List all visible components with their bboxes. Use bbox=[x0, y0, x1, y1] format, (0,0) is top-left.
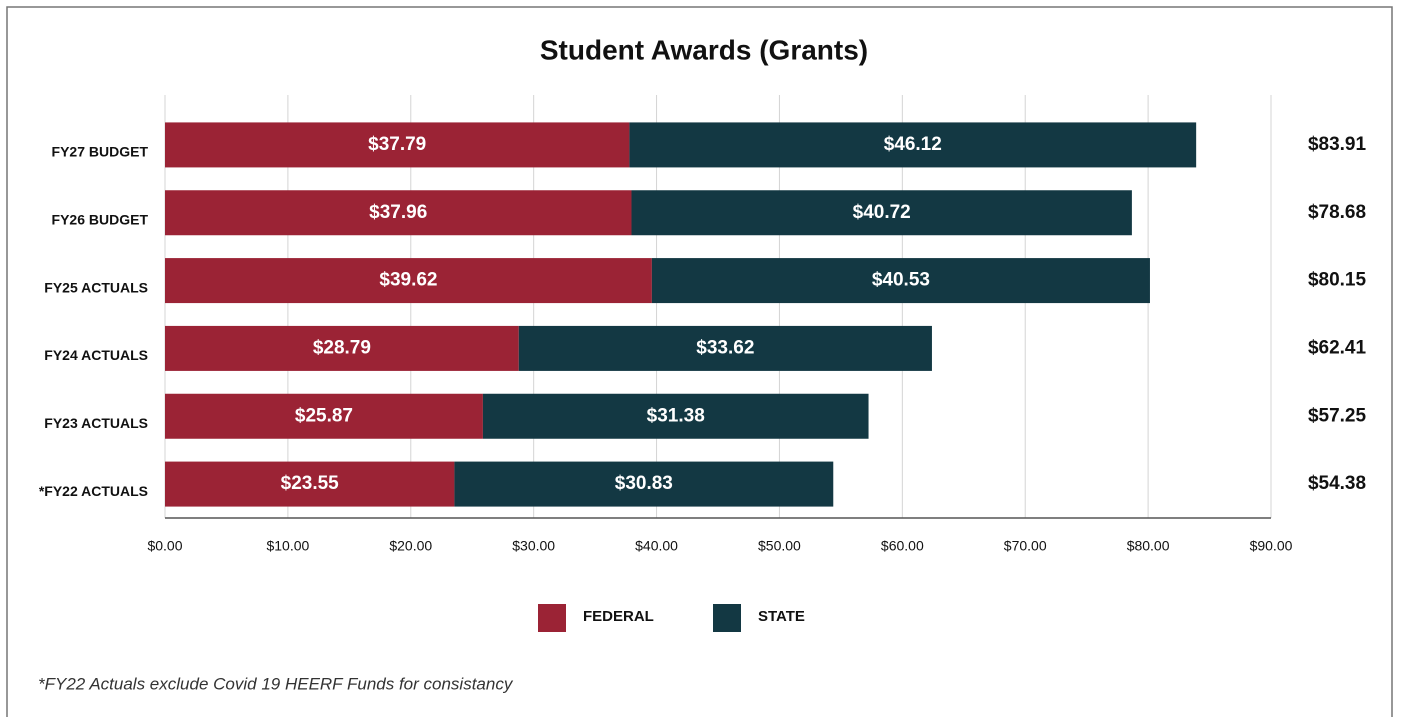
legend-label: FEDERAL bbox=[583, 608, 654, 625]
legend-label: STATE bbox=[758, 608, 805, 625]
x-tick-label: $60.00 bbox=[881, 538, 924, 554]
bar-segment bbox=[165, 393, 483, 439]
total-label: $62.41 bbox=[1308, 337, 1367, 358]
data-label: $25.87 bbox=[295, 405, 353, 426]
bar-segment bbox=[165, 258, 652, 304]
y-tick-label: FY24 ACTUALS bbox=[44, 347, 148, 363]
x-tick-label: $10.00 bbox=[266, 538, 309, 554]
bar-segment bbox=[651, 258, 1150, 304]
total-label: $54.38 bbox=[1308, 473, 1366, 494]
bar-segment bbox=[454, 461, 834, 507]
legend-swatch bbox=[713, 604, 741, 632]
y-tick-label: *FY22 ACTUALS bbox=[39, 483, 148, 499]
total-label: $80.15 bbox=[1308, 270, 1367, 291]
x-tick-label: $30.00 bbox=[512, 538, 555, 554]
data-label: $37.79 bbox=[368, 134, 426, 155]
total-label: $83.91 bbox=[1308, 134, 1367, 155]
x-tick-label: $0.00 bbox=[147, 538, 182, 554]
total-label: $78.68 bbox=[1308, 202, 1366, 223]
x-tick-label: $40.00 bbox=[635, 538, 678, 554]
x-tick-label: $20.00 bbox=[389, 538, 432, 554]
legend-swatch bbox=[538, 604, 566, 632]
x-tick-label: $80.00 bbox=[1127, 538, 1170, 554]
bar-segment bbox=[629, 122, 1197, 168]
data-label: $23.55 bbox=[281, 473, 340, 494]
y-tick-label: FY27 BUDGET bbox=[52, 144, 149, 160]
chart-title: Student Awards (Grants) bbox=[540, 34, 868, 65]
data-label: $31.38 bbox=[647, 405, 705, 426]
y-tick-label: FY26 BUDGET bbox=[52, 211, 149, 227]
bar-segment bbox=[482, 393, 869, 439]
data-label: $33.62 bbox=[696, 337, 754, 358]
data-label: $37.96 bbox=[369, 202, 427, 223]
y-tick-label: FY23 ACTUALS bbox=[44, 415, 148, 431]
footnote: *FY22 Actuals exclude Covid 19 HEERF Fun… bbox=[38, 674, 514, 693]
bar-segment bbox=[165, 122, 630, 168]
data-label: $40.72 bbox=[853, 202, 911, 223]
bar-segment bbox=[518, 325, 932, 371]
total-label: $57.25 bbox=[1308, 405, 1367, 426]
bar-segment bbox=[165, 190, 632, 236]
data-label: $39.62 bbox=[379, 270, 437, 291]
data-label: $46.12 bbox=[884, 134, 942, 155]
x-tick-label: $90.00 bbox=[1250, 538, 1293, 554]
bar-segment bbox=[165, 325, 519, 371]
data-label: $40.53 bbox=[872, 270, 930, 291]
data-label: $30.83 bbox=[615, 473, 673, 494]
bar-segment bbox=[631, 190, 1132, 236]
frame bbox=[6, 6, 1393, 717]
data-label: $28.79 bbox=[313, 337, 371, 358]
y-tick-label: FY25 ACTUALS bbox=[44, 279, 148, 295]
x-tick-label: $70.00 bbox=[1004, 538, 1047, 554]
x-tick-label: $50.00 bbox=[758, 538, 801, 554]
bar-segment bbox=[165, 461, 455, 507]
